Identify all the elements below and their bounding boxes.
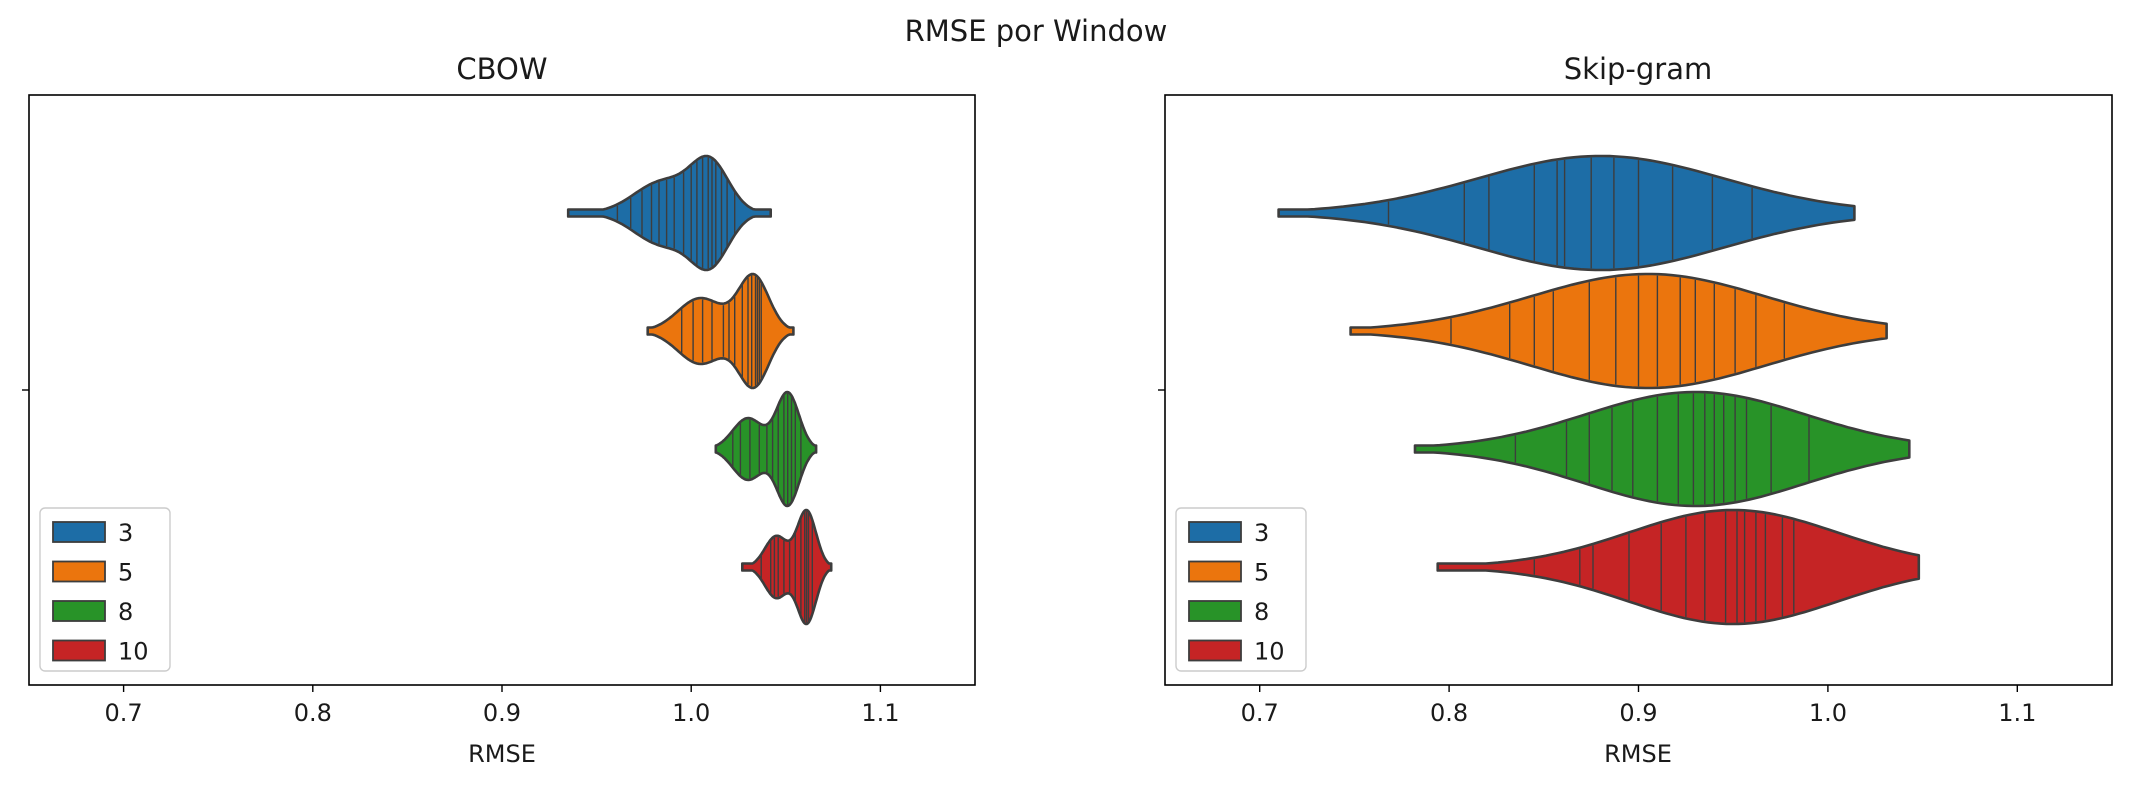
cbow-x-tick-label-3: 1.0: [672, 699, 710, 727]
cbow-axes-frame: [28, 94, 976, 686]
cbow-violin-window-8: [714, 390, 818, 508]
cbow-violin-window-10: [741, 508, 833, 626]
cbow-x-tick-label-4: 1.1: [861, 699, 899, 727]
skipgram-legend-box: [1175, 507, 1307, 672]
skipgram-violin-window-3: [1277, 154, 1856, 272]
skipgram-panel-title: Skip-gram: [1564, 52, 1712, 86]
cbow-legend-swatch-3: [52, 521, 106, 543]
skipgram-legend-swatch-8: [1188, 600, 1242, 622]
skipgram-panel: Skip-gram 0.7 0.8 0.9 1.0 1.1 RMSE 3 5 8 10: [1158, 52, 2113, 768]
skipgram-x-tick-label-3: 1.0: [1809, 699, 1847, 727]
skipgram-x-tick-label-2: 0.9: [1619, 699, 1657, 727]
cbow-legend-swatch-8: [52, 600, 106, 622]
skipgram-legend-item-3: 3: [1188, 519, 1269, 547]
cbow-x-axis-label: RMSE: [468, 740, 536, 768]
skipgram-legend-label-10: 10: [1254, 638, 1285, 666]
skipgram-violin-body-3: [1277, 154, 1856, 272]
cbow-panel-title: CBOW: [456, 52, 547, 86]
skipgram-x-tick-label-0: 0.7: [1241, 699, 1279, 727]
cbow-violin-window-3: [566, 154, 772, 272]
cbow-legend-label-5: 5: [118, 559, 133, 587]
cbow-legend-swatch-5: [52, 560, 106, 583]
cbow-violin-body-5: [646, 272, 795, 390]
cbow-x-tick-label-1: 0.8: [294, 699, 332, 727]
skipgram-violin-body-5: [1349, 272, 1888, 390]
skipgram-legend: 3 5 8 10: [1175, 507, 1307, 672]
cbow-legend-item-3: 3: [52, 519, 133, 547]
cbow-legend-item-8: 8: [52, 598, 133, 626]
cbow-legend-label-3: 3: [118, 519, 133, 547]
skipgram-violin-window-5: [1349, 272, 1888, 390]
skipgram-violin-body-8: [1413, 390, 1911, 508]
skipgram-legend-swatch-5: [1188, 560, 1242, 583]
cbow-legend-label-10: 10: [118, 638, 149, 666]
skipgram-legend-label-3: 3: [1254, 519, 1269, 547]
cbow-legend: 3 5 8 10: [39, 507, 171, 672]
skipgram-violin-body-10: [1436, 508, 1921, 626]
cbow-legend-swatch-10: [52, 639, 106, 662]
skipgram-x-tick-label-1: 0.8: [1430, 699, 1468, 727]
cbow-violin-body-10: [741, 508, 833, 626]
cbow-legend-label-8: 8: [118, 598, 133, 626]
skipgram-legend-item-5: 5: [1188, 559, 1269, 587]
cbow-x-tick-label-2: 0.9: [483, 699, 521, 727]
figure-title: RMSE por Window: [905, 14, 1168, 48]
cbow-violin-window-5: [646, 272, 795, 390]
cbow-legend-box: [39, 507, 171, 672]
skipgram-violin-window-10: [1436, 508, 1921, 626]
skipgram-x-axis-label: RMSE: [1604, 740, 1672, 768]
cbow-x-tick-label-0: 0.7: [105, 699, 143, 727]
skipgram-legend-item-8: 8: [1188, 598, 1269, 626]
skipgram-violin-window-8: [1413, 390, 1911, 508]
skipgram-x-tick-label-4: 1.1: [1998, 699, 2036, 727]
cbow-violin-body-3: [566, 154, 772, 272]
cbow-legend-item-10: 10: [52, 638, 149, 666]
cbow-legend-item-5: 5: [52, 559, 133, 587]
cbow-panel: CBOW 0.7 0.8 0.9 1.0 1.1 RMSE 3 5 8 10: [22, 52, 976, 768]
skipgram-legend-swatch-10: [1188, 639, 1242, 662]
skipgram-legend-label-8: 8: [1254, 598, 1269, 626]
skipgram-legend-item-10: 10: [1188, 638, 1285, 666]
skipgram-legend-swatch-3: [1188, 521, 1242, 543]
skipgram-legend-label-5: 5: [1254, 559, 1269, 587]
